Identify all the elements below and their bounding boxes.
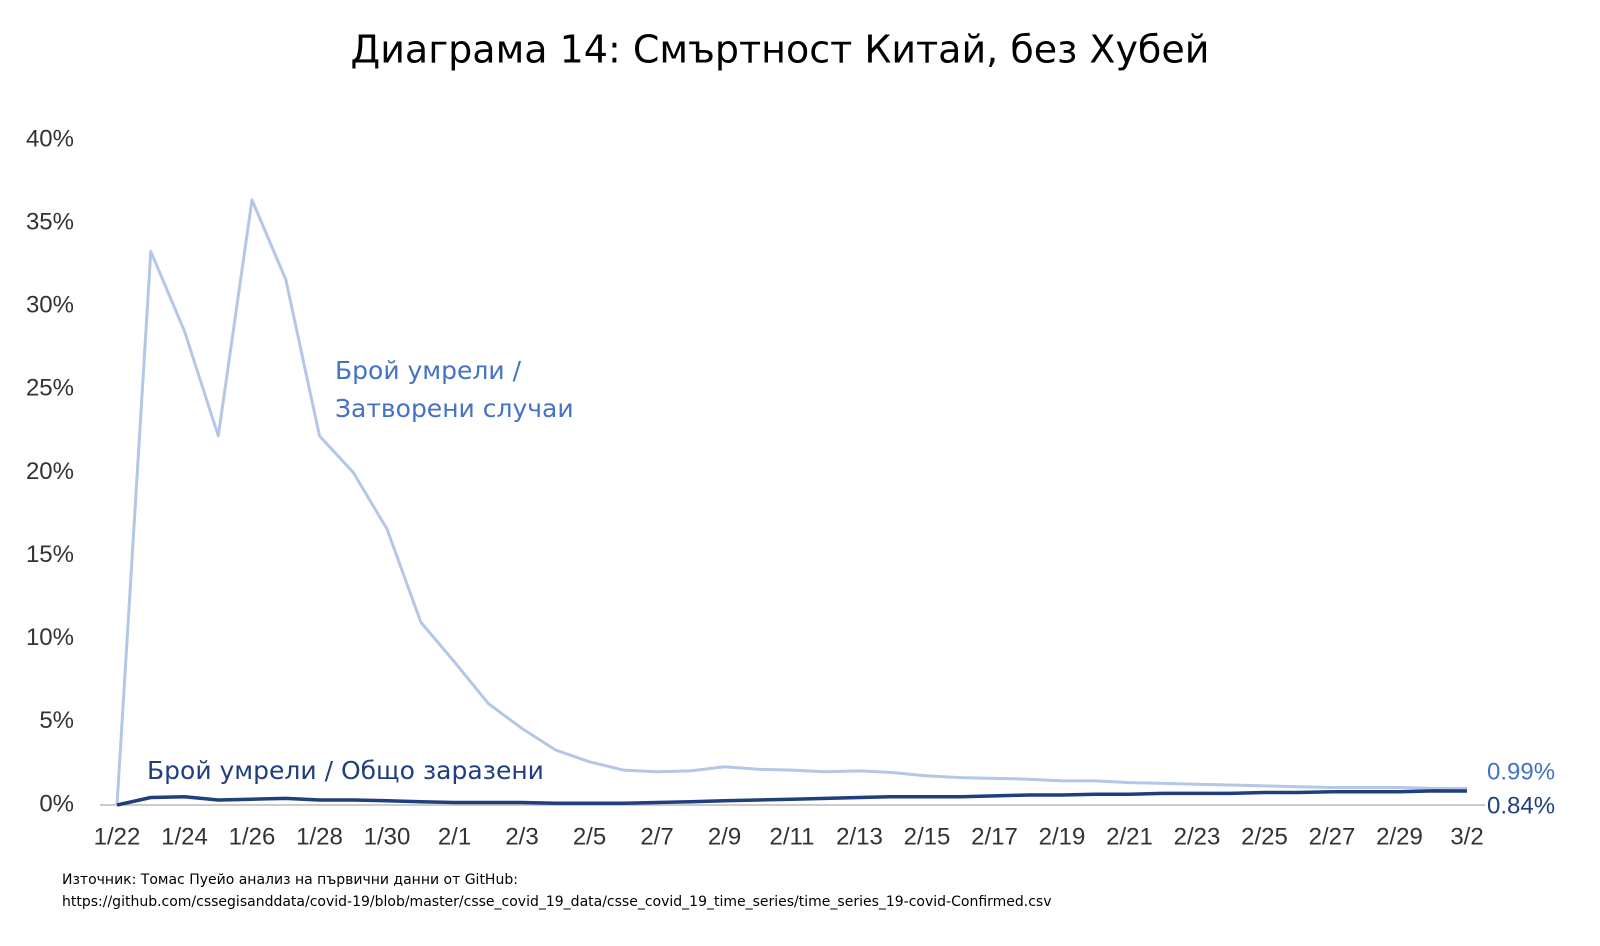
- x-tick-label: 1/30: [364, 823, 411, 850]
- x-tick-label: 2/7: [640, 823, 673, 850]
- x-tick-label: 2/1: [438, 823, 471, 850]
- x-tick-label: 2/3: [505, 823, 538, 850]
- x-tick-label: 2/11: [770, 823, 815, 850]
- y-tick-label: 35%: [26, 208, 74, 235]
- series-label: Брой умрели / Затворени случаи: [335, 356, 574, 423]
- line: [116, 789, 1468, 807]
- chart-title: Диаграма 14: Смъртност Китай, без Хубей: [351, 28, 1210, 72]
- x-tick-label: 2/29: [1376, 823, 1423, 850]
- x-tick-label: 3/2: [1450, 823, 1483, 850]
- x-tick-label: 2/5: [573, 823, 606, 850]
- y-tick-label: 30%: [26, 292, 74, 319]
- y-tick-label: 25%: [26, 375, 74, 402]
- x-tick-label: 1/26: [229, 823, 276, 850]
- value-label: 0.99%: [1487, 758, 1555, 785]
- value-label: 0.84%: [1487, 792, 1555, 819]
- x-tick-label: 2/17: [971, 823, 1018, 850]
- x-tick-label: 2/27: [1309, 823, 1356, 850]
- x-tick-label: 2/13: [836, 823, 883, 850]
- x-tick-label: 2/23: [1174, 823, 1221, 850]
- x-tick-label: 1/24: [161, 823, 208, 850]
- x-tick-label: 2/15: [904, 823, 951, 850]
- x-tick-label: 1/22: [94, 823, 141, 850]
- source: Източник: Томас Пуейо анализ на първични…: [62, 872, 518, 888]
- x-tick-label: 2/9: [708, 823, 741, 850]
- x-tick-label: 2/19: [1039, 823, 1086, 850]
- y-tick-label: 10%: [26, 624, 74, 651]
- y-tick-label: 20%: [26, 458, 74, 485]
- x-tick-label: 1/28: [296, 823, 343, 850]
- x-tick-label: 2/21: [1106, 823, 1153, 850]
- series-label: Брой умрели / Общо заразени: [147, 756, 544, 785]
- source: https://github.com/cssegisanddata/covid-…: [62, 894, 1052, 910]
- y-tick-label: 40%: [26, 125, 74, 152]
- x-tick-label: 2/25: [1241, 823, 1288, 850]
- y-tick-label: 0%: [39, 790, 74, 817]
- y-tick-label: 15%: [26, 541, 74, 568]
- line: [115, 198, 1468, 806]
- y-tick-label: 5%: [39, 707, 74, 734]
